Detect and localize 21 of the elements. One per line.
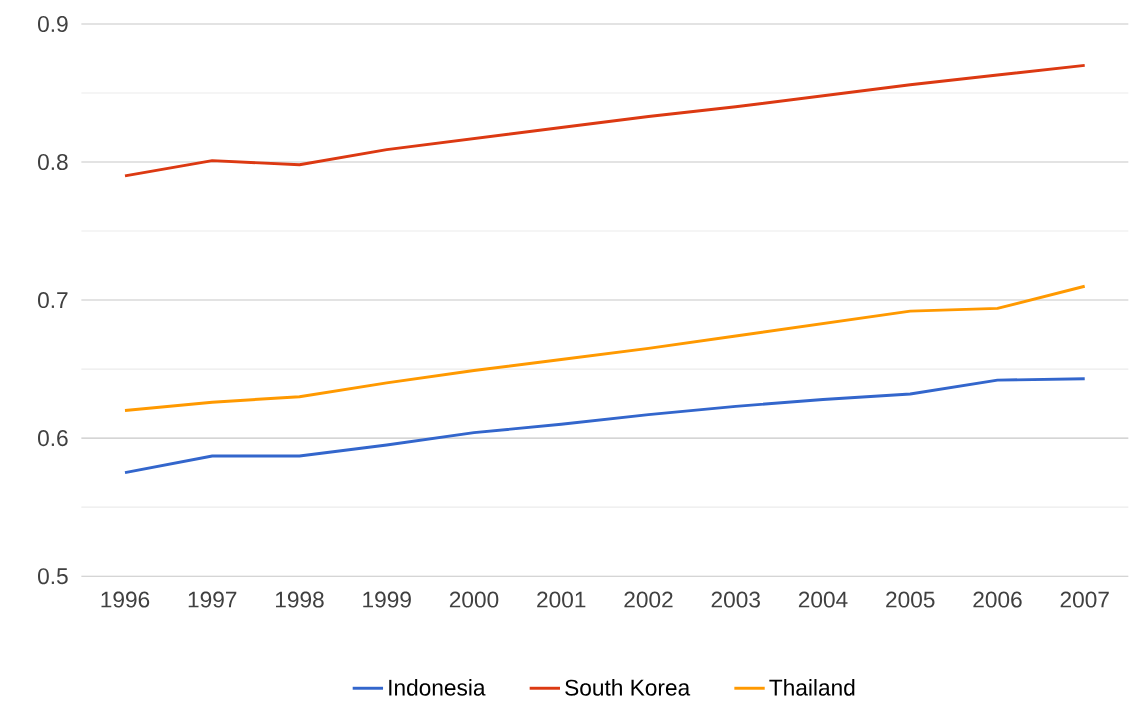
x-tick-label: 2001	[537, 591, 586, 608]
x-tick-label: 1996	[101, 591, 150, 608]
x-tick-label: 1997	[188, 591, 237, 608]
y-tick-label: 0.8	[38, 154, 68, 171]
x-tick-label: 2000	[449, 591, 499, 608]
x-tick-label: 1998	[276, 591, 324, 608]
legend-label: Thailand	[769, 679, 855, 696]
y-tick-label: 0.7	[38, 292, 68, 309]
x-tick-label: 2006	[973, 591, 1022, 608]
y-tick-label: 0.9	[38, 16, 68, 33]
y-tick-label: 0.6	[38, 430, 68, 447]
x-tick-label: 1999	[363, 591, 411, 608]
legend-label: South Korea	[565, 679, 691, 696]
y-tick-label: 0.5	[38, 568, 68, 585]
x-tick-label: 2005	[886, 591, 935, 608]
line-series	[123, 377, 1087, 475]
x-tick-label: 2002	[624, 591, 673, 608]
x-tick-label: 2003	[711, 591, 760, 608]
x-tick-label: 2007	[1060, 591, 1109, 608]
legend-label: Indonesia	[389, 679, 486, 696]
x-tick-label: 2004	[798, 591, 848, 608]
